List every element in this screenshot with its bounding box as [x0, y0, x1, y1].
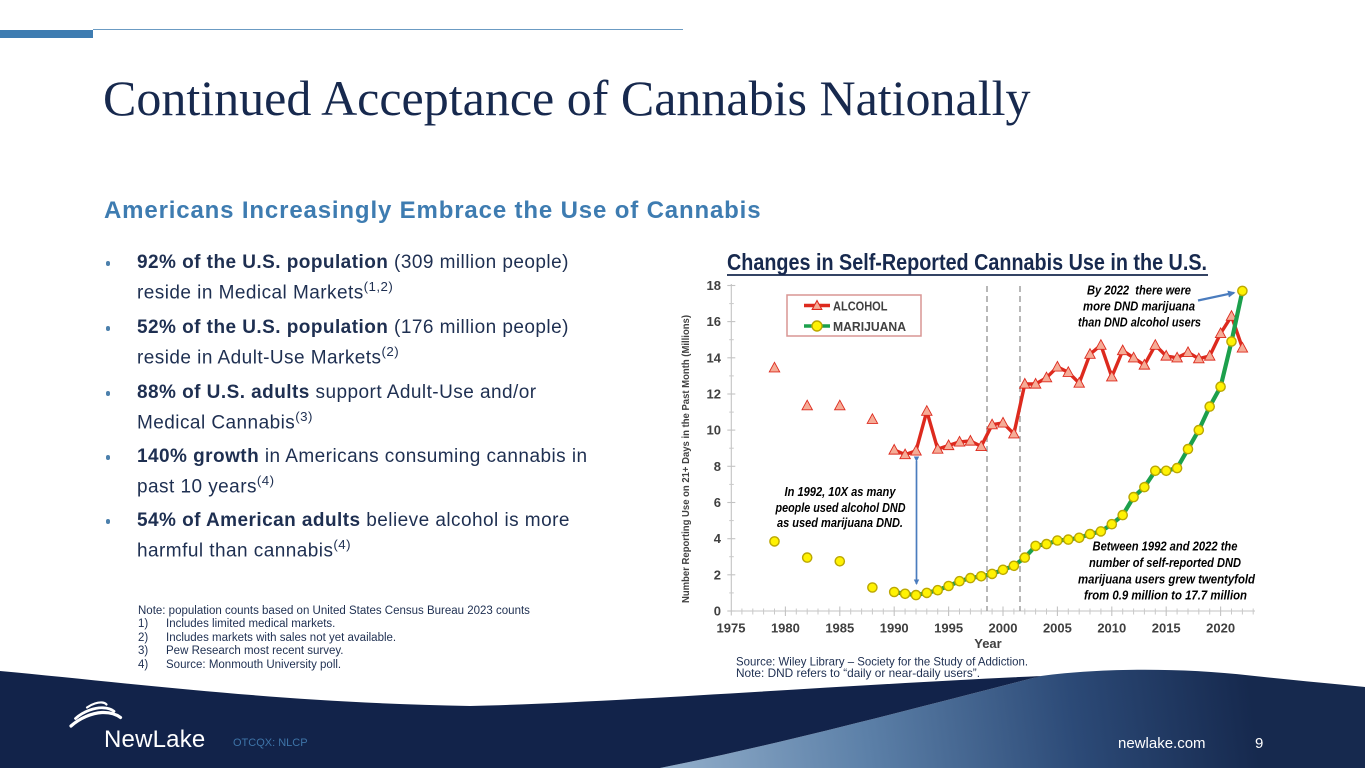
svg-text:In 1992, 10X as many: In 1992, 10X as many: [785, 485, 897, 499]
svg-text:as used marijuana DND.: as used marijuana DND.: [777, 516, 903, 530]
svg-text:ALCOHOL: ALCOHOL: [833, 299, 888, 314]
svg-text:2005: 2005: [1043, 621, 1072, 636]
svg-text:2: 2: [714, 567, 721, 582]
svg-text:people used alcohol DND: people used alcohol DND: [775, 501, 906, 515]
svg-text:2010: 2010: [1097, 621, 1126, 636]
svg-text:OTCQX: NLCP: OTCQX: NLCP: [233, 737, 308, 749]
svg-text:Number Reporting Use on 21+ Da: Number Reporting Use on 21+ Days in the …: [680, 315, 692, 603]
svg-text:0: 0: [714, 604, 721, 619]
svg-text:number of self-reported DND: number of self-reported DND: [1089, 556, 1241, 570]
svg-text:16: 16: [707, 314, 721, 329]
svg-text:By 2022 there were: By 2022 there were: [1087, 284, 1191, 298]
svg-text:6: 6: [714, 495, 721, 510]
svg-text:4: 4: [714, 531, 722, 546]
svg-text:than DND alcohol users: than DND alcohol users: [1078, 316, 1201, 330]
svg-text:MARIJUANA: MARIJUANA: [833, 319, 907, 334]
svg-text:8: 8: [714, 459, 721, 474]
svg-text:1980: 1980: [771, 621, 800, 636]
svg-text:Year: Year: [974, 636, 1001, 651]
svg-text:newlake.com: newlake.com: [1118, 735, 1206, 752]
svg-text:1975: 1975: [717, 621, 746, 636]
svg-text:1995: 1995: [934, 621, 963, 636]
svg-text:marijuana users grew twentyfol: marijuana users grew twentyfold: [1078, 573, 1255, 587]
svg-text:2015: 2015: [1152, 621, 1181, 636]
svg-text:1985: 1985: [825, 621, 854, 636]
svg-text:9: 9: [1255, 735, 1263, 752]
svg-text:Between 1992 and 2022 the: Between 1992 and 2022 the: [1093, 540, 1238, 554]
svg-text:2020: 2020: [1206, 621, 1235, 636]
svg-text:1990: 1990: [880, 621, 909, 636]
svg-text:14: 14: [707, 350, 722, 365]
svg-text:Note: DND refers to “daily or: Note: DND refers to “daily or near-daily…: [736, 666, 980, 680]
svg-text:10: 10: [707, 423, 721, 438]
svg-text:Source: Wiley Library – Societ: Source: Wiley Library – Society for the …: [736, 655, 1028, 669]
svg-text:12: 12: [707, 387, 721, 402]
svg-text:2000: 2000: [989, 621, 1018, 636]
svg-text:more DND marijuana: more DND marijuana: [1083, 300, 1195, 314]
svg-text:NewLake: NewLake: [104, 726, 205, 753]
svg-text:18: 18: [707, 278, 721, 293]
svg-text:from 0.9 million to 17.7 milli: from 0.9 million to 17.7 million: [1084, 589, 1247, 603]
svg-text:Changes in Self-Reported Canna: Changes in Self-Reported Cannabis Use in…: [727, 249, 1207, 275]
